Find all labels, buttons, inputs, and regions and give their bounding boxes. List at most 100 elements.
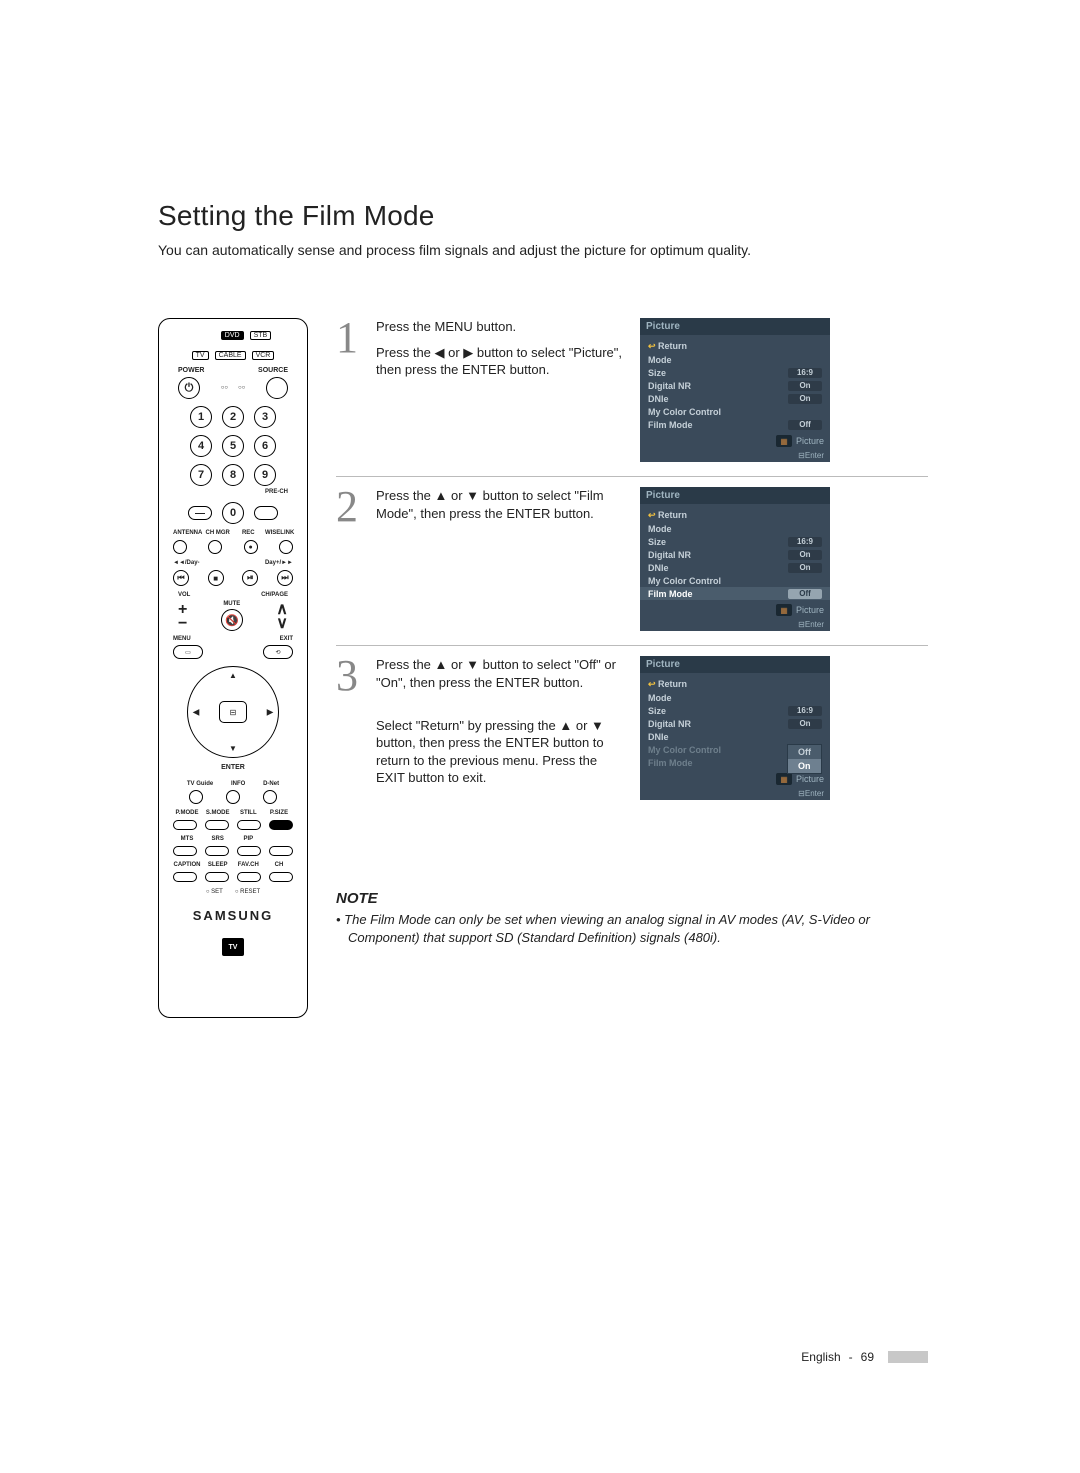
sleep-label: SLEEP — [204, 862, 232, 868]
num-4[interactable]: 4 — [190, 435, 212, 457]
src-cable: CABLE — [215, 351, 246, 360]
osd-row-value: On — [788, 394, 822, 404]
nav-left-icon: ◀ — [193, 708, 199, 717]
osd-row: Size16:9 — [640, 366, 830, 379]
chmgr-button[interactable] — [208, 540, 222, 554]
osd-row-label: Return — [648, 679, 687, 690]
step-block: 1Press the MENU button.Press the ◀ or ▶ … — [336, 318, 928, 462]
src-dvd: DVD — [221, 331, 244, 340]
num-6[interactable]: 6 — [254, 435, 276, 457]
osd-row: Film Mode Off — [640, 587, 830, 600]
indicator-dots: ○○○○ — [221, 385, 246, 391]
osd-row-label: Size — [648, 706, 666, 716]
caption-label: CAPTION — [173, 862, 201, 868]
source-button[interactable] — [266, 377, 288, 399]
pip-button[interactable] — [237, 846, 261, 856]
osd-row-label: My Color Control — [648, 407, 721, 417]
stop-button[interactable]: ■ — [208, 570, 224, 586]
osd-menu: PictureReturnModeSize16:9Digital NROnDNI… — [640, 318, 830, 462]
smode-button[interactable] — [205, 820, 229, 830]
osd-row-value: Off — [788, 420, 822, 430]
footer-bar — [888, 1351, 928, 1363]
num-8[interactable]: 8 — [222, 464, 244, 486]
antenna-button[interactable] — [173, 540, 187, 554]
num-7[interactable]: 7 — [190, 464, 212, 486]
osd-row-label: Film Mode — [648, 420, 693, 430]
osd-row: Size 16:9 — [640, 535, 830, 548]
set-label: ○ SET — [206, 889, 223, 895]
osd-row-value: On — [788, 719, 822, 729]
mute-button[interactable]: 🔇 — [221, 609, 243, 631]
num-2[interactable]: 2 — [222, 406, 244, 428]
osd-row-value: On — [788, 381, 822, 391]
favch-label: FAV.CH — [234, 862, 262, 868]
osd-enter-hint: Enter — [640, 618, 830, 631]
rew-button[interactable]: ⏮ — [173, 570, 189, 586]
note-block: NOTE• The Film Mode can only be set when… — [336, 890, 928, 946]
dash-button[interactable]: — — [188, 506, 212, 520]
tvguide-button[interactable] — [189, 790, 203, 804]
osd-row-label: Return — [648, 510, 687, 521]
srs-button[interactable] — [205, 846, 229, 856]
menu-button[interactable]: ▭ — [173, 645, 203, 659]
power-button[interactable]: ⏻ — [178, 377, 200, 399]
ch-label: CH — [265, 862, 293, 868]
step-block: 3Press the ▲ or ▼ button to select "Off"… — [336, 645, 928, 800]
power-label: POWER — [178, 367, 204, 374]
chdn-button[interactable] — [269, 872, 293, 882]
osd-row-label: DNIe — [648, 563, 669, 573]
info-button[interactable] — [226, 790, 240, 804]
vol-down[interactable]: − — [178, 617, 187, 631]
pmode-button[interactable] — [173, 820, 197, 830]
num-5[interactable]: 5 — [222, 435, 244, 457]
osd-row-label: My Color Control — [648, 576, 721, 586]
menu-label: MENU — [173, 636, 191, 642]
osd-row-label: Size — [648, 537, 666, 547]
psize-button[interactable] — [269, 820, 293, 830]
num-3[interactable]: 3 — [254, 406, 276, 428]
reset-label: ○ RESET — [235, 889, 260, 895]
wiselink-label: WISELINK — [265, 530, 293, 536]
osd-row-label: Film Mode — [648, 589, 693, 599]
favch-button[interactable] — [237, 872, 261, 882]
src-vcr: VCR — [252, 351, 275, 360]
osd-row-label: Digital NR — [648, 381, 691, 391]
osd-row-label: My Color Control — [648, 745, 721, 755]
exit-button[interactable]: ⟲ — [263, 645, 293, 659]
chup-button[interactable] — [269, 846, 293, 856]
nav-down-icon: ▼ — [229, 744, 237, 753]
num-9[interactable]: 9 — [254, 464, 276, 486]
mts-button[interactable] — [173, 846, 197, 856]
sleep-button[interactable] — [205, 872, 229, 882]
src-stb: STB — [250, 331, 272, 340]
dnet-button[interactable] — [263, 790, 277, 804]
osd-row-value: 16:9 — [788, 368, 822, 378]
osd-row-label: Mode — [648, 355, 672, 365]
nav-wheel[interactable]: ▲ ▼ ◀ ▶ ⊟ ENTER — [187, 666, 279, 758]
osd-row-label: Mode — [648, 693, 672, 703]
osd-row-label: DNIe — [648, 394, 669, 404]
step-number: 1 — [336, 318, 366, 462]
num-0[interactable]: 0 — [222, 502, 244, 524]
enter-button[interactable]: ⊟ — [219, 701, 247, 723]
osd-row: Mode — [640, 353, 830, 366]
num-1[interactable]: 1 — [190, 406, 212, 428]
osd-row-label: Digital NR — [648, 719, 691, 729]
rec-button[interactable]: ● — [244, 540, 258, 554]
wiselink-button[interactable] — [279, 540, 293, 554]
ff-button[interactable]: ⏭ — [277, 570, 293, 586]
ch-down[interactable]: ∨ — [276, 617, 288, 631]
note-text: • The Film Mode can only be set when vie… — [336, 911, 928, 946]
osd-row-value: 16:9 — [788, 537, 822, 547]
osd-title: Picture — [640, 487, 830, 504]
play-button[interactable]: ⏯ — [242, 570, 258, 586]
still-button[interactable] — [237, 820, 261, 830]
prech-button[interactable] — [254, 506, 278, 520]
step-block: 2Press the ▲ or ▼ button to select "Film… — [336, 476, 928, 631]
pip-label: PIP — [234, 836, 262, 842]
osd-row: My Color Control — [640, 574, 830, 587]
mts-label: MTS — [173, 836, 201, 842]
osd-row-value: Off — [788, 589, 822, 599]
osd-picture-tag: ▦Picture — [640, 433, 830, 449]
caption-button[interactable] — [173, 872, 197, 882]
